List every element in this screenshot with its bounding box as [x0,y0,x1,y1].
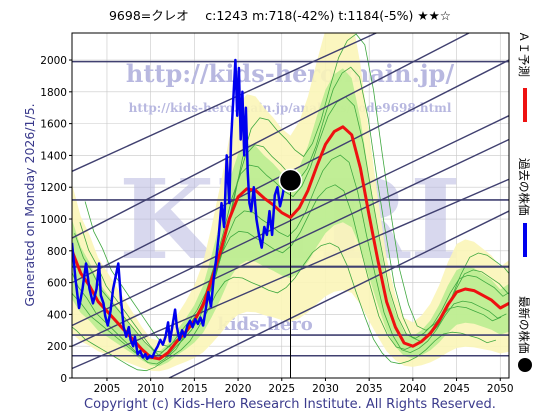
y-tick-label: 600 [47,278,67,290]
x-tick-label: 2015 [181,383,208,395]
legend-past-swatch [523,223,527,257]
y-tick-label: 1800 [40,87,67,99]
plot-frame [71,32,510,379]
y-tick-label: 1400 [40,150,67,162]
copyright-footer: Copyright (c) Kids-Hero Research Institu… [84,397,496,412]
trend-channel-line [72,33,378,172]
y-tick-label: 1600 [40,119,67,131]
y-tick-label: 2000 [40,55,67,67]
legend-latest-label: 最新の株価 [517,296,531,354]
chart-title: 9698=クレオ c:1243 m:718(-42%) t:1184(-5%) … [109,8,451,23]
legend-ai-swatch [523,88,527,122]
x-tick-label: 2025 [268,383,295,395]
x-axis: 2005 2010 2015 2020 2025 2030 2035 2040 2045 2050 [94,378,514,395]
x-tick-label: 2045 [443,383,470,395]
y-tick-label: 0 [60,373,67,385]
forecast-scenario-line [72,242,497,372]
past-price-line [72,58,292,361]
x-tick-label: 2005 [94,383,121,395]
y-tick-label: 400 [47,309,67,321]
legend-past-label: 過去の株価 [517,158,531,216]
forecast-scenario-line [74,96,509,353]
x-tick-label: 2035 [356,383,383,395]
legend-ai-label: ＡＩ予測 [517,31,531,77]
watermark-url-page: http://kids-hero.main.jp/analysis/code96… [129,101,452,115]
x-tick-label: 2030 [312,383,339,395]
y-axis: 0 200 400 600 800 1000 1200 1400 1600 1800 2000 [40,55,72,385]
y-tick-label: 1200 [40,182,67,194]
y-tick-label: 1000 [40,214,67,226]
legend-latest-swatch [518,358,532,372]
y-tick-label: 200 [47,341,67,353]
ai-forecast-line [72,125,509,361]
x-tick-label: 2010 [137,383,164,395]
generated-date: Generated on Monday 2026/1/5. [22,103,37,306]
plot-area: http://kids-hero.main.jp/ http://kids-he… [71,32,510,379]
x-tick-label: 2040 [399,383,426,395]
x-tick-label: 2020 [225,383,252,395]
x-tick-label: 2050 [487,383,514,395]
latest-price-marker [278,168,303,193]
legend: ＡＩ予測 過去の株価 最新の株価 [517,31,532,372]
watermark-url: http://kids-hero.main.jp/ [126,59,454,88]
y-tick-label: 800 [47,246,67,258]
